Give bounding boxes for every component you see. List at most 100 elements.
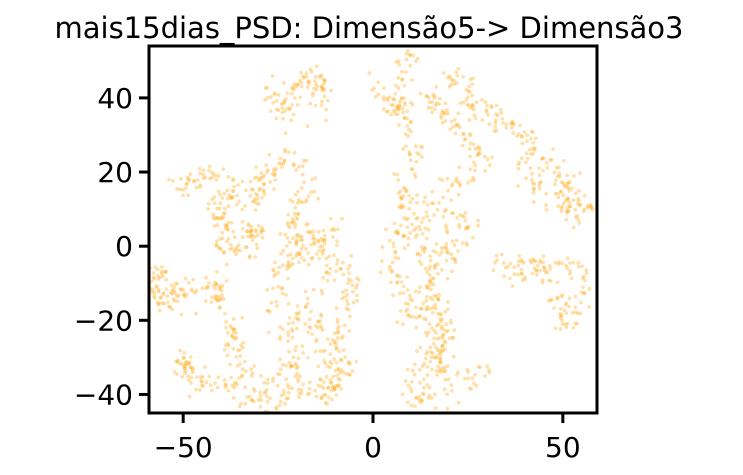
- scatter-point: [210, 197, 215, 202]
- scatter-point: [449, 252, 454, 257]
- scatter-point: [319, 236, 323, 241]
- scatter-point: [406, 236, 411, 241]
- scatter-point: [153, 265, 158, 270]
- scatter-point: [243, 245, 248, 250]
- scatter-point: [582, 275, 586, 279]
- scatter-point: [404, 188, 409, 193]
- scatter-point: [406, 134, 411, 138]
- scatter-point: [226, 341, 231, 346]
- scatter-point: [428, 306, 433, 311]
- scatter-point: [339, 358, 344, 362]
- scatter-point: [291, 256, 295, 261]
- scatter-point: [323, 78, 328, 83]
- scatter-point: [266, 330, 271, 335]
- scatter-point: [319, 84, 324, 89]
- scatter-point: [283, 401, 288, 406]
- scatter-point: [187, 178, 192, 183]
- scatter-point: [214, 282, 219, 287]
- scatter-point: [488, 163, 492, 168]
- scatter-point: [156, 289, 161, 294]
- scatter-point: [298, 200, 303, 204]
- scatter-point: [402, 215, 407, 220]
- scatter-point: [296, 356, 301, 361]
- scatter-point: [198, 171, 203, 176]
- scatter-point: [450, 239, 455, 244]
- scatter-point: [575, 201, 580, 206]
- scatter-point: [219, 216, 224, 221]
- scatter-point: [318, 377, 323, 382]
- scatter-point: [393, 108, 398, 113]
- scatter-point: [402, 83, 407, 88]
- scatter-point: [427, 278, 432, 283]
- scatter-point: [294, 316, 298, 320]
- scatter-point: [182, 350, 187, 355]
- scatter-point: [292, 96, 297, 100]
- scatter-point: [448, 127, 453, 131]
- scatter-point: [294, 312, 298, 316]
- scatter-point: [274, 407, 279, 411]
- scatter-point: [515, 134, 519, 139]
- scatter-point: [266, 308, 270, 313]
- scatter-point: [322, 79, 327, 83]
- scatter-point: [237, 404, 242, 409]
- scatter-point: [204, 299, 208, 304]
- scatter-point: [324, 256, 329, 261]
- scatter-point: [573, 305, 578, 310]
- scatter-point: [263, 85, 268, 90]
- scatter-point: [467, 118, 472, 123]
- scatter-point: [276, 93, 281, 97]
- scatter-point: [555, 296, 559, 301]
- scatter-point: [209, 388, 214, 393]
- scatter-point: [443, 340, 448, 345]
- scatter-point: [183, 371, 187, 376]
- scatter-point: [575, 311, 580, 316]
- scatter-point: [235, 364, 240, 368]
- scatter-point: [485, 103, 489, 108]
- scatter-point: [159, 269, 164, 274]
- scatter-point: [316, 196, 321, 201]
- scatter-point: [225, 330, 230, 335]
- scatter-point: [407, 152, 412, 157]
- scatter-point: [449, 321, 453, 325]
- scatter-point: [338, 378, 342, 382]
- scatter-point: [341, 334, 345, 338]
- scatter-point: [284, 363, 288, 368]
- scatter-point: [530, 130, 535, 134]
- scatter-point: [294, 344, 299, 349]
- scatter-point: [440, 349, 444, 353]
- scatter-point: [552, 170, 557, 175]
- scatter-point: [432, 293, 437, 298]
- scatter-point: [405, 275, 409, 279]
- scatter-point: [273, 260, 277, 265]
- scatter-point: [321, 275, 326, 280]
- scatter-point: [286, 259, 291, 264]
- scatter-point: [254, 229, 258, 234]
- scatter-point: [464, 241, 469, 246]
- scatter-point: [418, 306, 423, 311]
- scatter-point: [567, 304, 571, 309]
- scatter-point: [564, 311, 569, 315]
- scatter-point: [434, 242, 439, 246]
- scatter-point: [438, 317, 443, 322]
- scatter-point: [149, 279, 154, 284]
- scatter-point: [218, 201, 223, 206]
- scatter-point: [441, 214, 446, 219]
- scatter-point: [426, 286, 431, 290]
- scatter-point: [347, 329, 352, 333]
- scatter-point: [424, 94, 429, 98]
- scatter-point: [415, 251, 420, 256]
- scatter-point: [282, 392, 287, 397]
- scatter-point: [280, 286, 285, 290]
- scatter-point: [197, 387, 202, 392]
- scatter-point: [447, 336, 452, 341]
- scatter-point: [425, 236, 429, 241]
- scatter-point: [307, 81, 312, 86]
- scatter-point: [445, 111, 450, 116]
- scatter-point: [318, 319, 323, 324]
- scatter-point: [176, 358, 180, 363]
- scatter-point: [444, 245, 448, 249]
- scatter-point: [275, 304, 279, 308]
- scatter-point: [182, 364, 187, 369]
- scatter-point: [531, 200, 536, 204]
- scatter-point: [225, 224, 229, 228]
